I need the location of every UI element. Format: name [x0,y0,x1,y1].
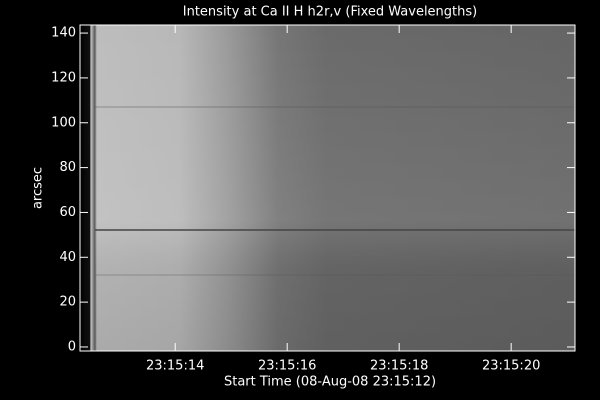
x-tick-label: 23:15:14 [146,359,204,374]
y-tick-label: 0 [68,339,76,354]
y-tick-label: 140 [51,26,76,41]
y-tick-label: 100 [51,115,76,130]
intensity-image [80,25,575,351]
y-tick-label: 20 [59,295,76,310]
chart-title: Intensity at Ca II H h2r,v (Fixed Wavele… [183,5,477,20]
y-tick-label: 80 [59,160,76,175]
y-tick-label: 120 [51,70,76,85]
x-tick-label: 23:15:18 [370,359,428,374]
x-tick-label: 23:15:16 [258,359,316,374]
x-tick-label: 23:15:20 [482,359,540,374]
plot-frame [79,24,576,352]
y-tick-label: 40 [59,250,76,265]
y-tick-label: 60 [59,205,76,220]
x-axis-label: Start Time (08-Aug-08 23:15:12) [224,375,436,390]
y-axis-label: arcsec [31,167,46,209]
